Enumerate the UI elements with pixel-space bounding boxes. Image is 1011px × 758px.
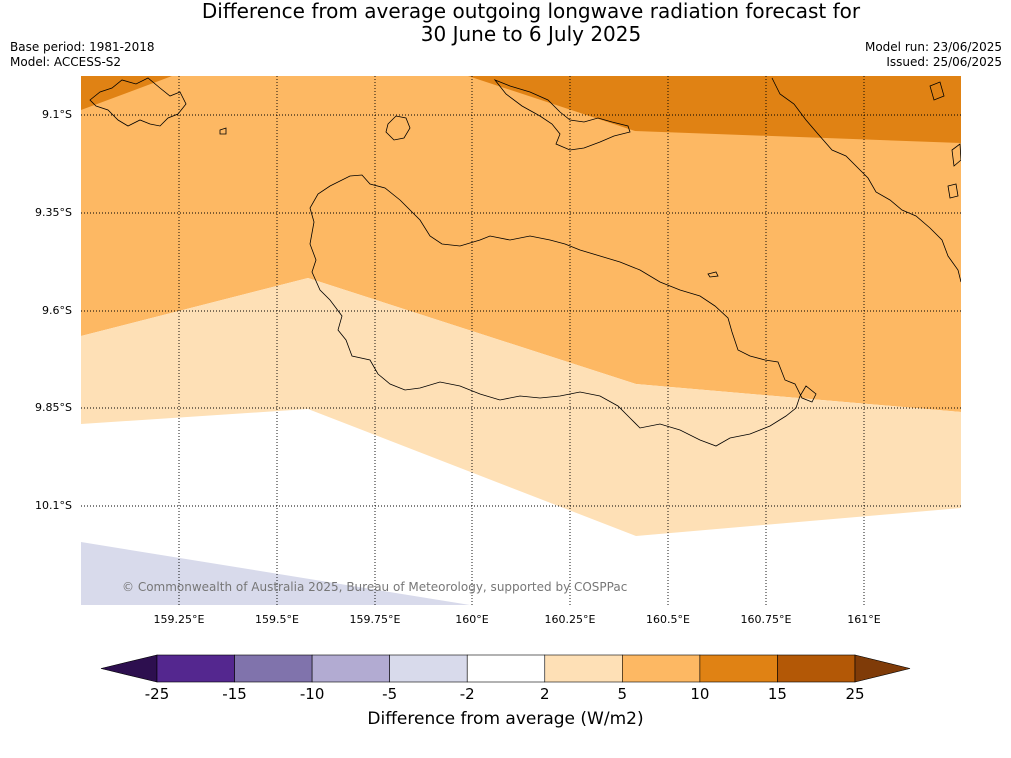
colorbar-tick-label: 15 bbox=[767, 685, 787, 703]
colorbar-segment bbox=[311, 654, 390, 683]
colorbar-tick-label: -5 bbox=[382, 685, 398, 703]
lon-label-4: 160°E bbox=[455, 613, 489, 626]
coastline-islet-b bbox=[219, 127, 227, 135]
lon-label-2: 159.5°E bbox=[255, 613, 299, 626]
copyright-credit: © Commonwealth of Australia 2025, Bureau… bbox=[122, 580, 628, 594]
map-title: Difference from average outgoing longwav… bbox=[0, 0, 1011, 46]
coastline-islet-a bbox=[385, 115, 411, 141]
colorbar-tick-label: 2 bbox=[539, 685, 550, 703]
colorbar-tick-label: 25 bbox=[845, 685, 865, 703]
colorbar-segment bbox=[234, 654, 313, 683]
colorbar-segment bbox=[622, 654, 701, 683]
colorbar-extend-high bbox=[854, 654, 911, 683]
title-line-2: 30 June to 6 July 2025 bbox=[420, 22, 642, 46]
colorbar-segment bbox=[389, 654, 468, 683]
meta-left: Base period: 1981-2018 Model: ACCESS-S2 bbox=[10, 40, 155, 70]
lat-label-3: 9.6°S bbox=[42, 304, 72, 317]
colorbar-segment bbox=[544, 654, 623, 683]
colorbar-tick-label: -25 bbox=[144, 685, 170, 703]
model-run: Model run: 23/06/2025 bbox=[864, 40, 1002, 54]
colorbar-segment bbox=[156, 654, 235, 683]
colorbar-tick-label: -10 bbox=[299, 685, 325, 703]
gridlines bbox=[81, 76, 961, 605]
lat-label-1: 9.1°S bbox=[42, 108, 72, 121]
band-2-5 bbox=[81, 278, 961, 536]
coastline-east-fragment bbox=[929, 81, 961, 199]
coastline-main-island bbox=[309, 174, 817, 447]
colorbar-tick-label: -2 bbox=[459, 685, 475, 703]
meta-right: Model run: 23/06/2025 Issued: 25/06/2025 bbox=[865, 40, 1002, 70]
lat-label-5: 10.1°S bbox=[35, 499, 72, 512]
coastline-islet-c bbox=[707, 271, 719, 278]
colorbar-segment bbox=[699, 654, 778, 683]
title-line-1: Difference from average outgoing longwav… bbox=[201, 0, 861, 23]
lon-label-1: 159.25°E bbox=[153, 613, 205, 626]
coastline-north-east bbox=[771, 77, 961, 283]
lat-label-2: 9.35°S bbox=[35, 206, 72, 219]
colorbar-label: Difference from average (W/m2) bbox=[367, 709, 644, 729]
map-area bbox=[81, 76, 961, 605]
issued-date: Issued: 25/06/2025 bbox=[886, 55, 1002, 69]
band-neg5-neg2 bbox=[81, 542, 470, 605]
colorbar-extend-low bbox=[100, 654, 158, 683]
colorbar-tick-label: -15 bbox=[222, 685, 247, 703]
colorbar-segment bbox=[466, 654, 546, 683]
lon-label-8: 161°E bbox=[847, 613, 881, 626]
lon-label-3: 159.75°E bbox=[349, 613, 401, 626]
band-10-15-corner bbox=[81, 76, 172, 110]
band-5-10 bbox=[81, 76, 961, 412]
coastline-north-west bbox=[89, 77, 187, 127]
lon-label-7: 160.75°E bbox=[740, 613, 792, 626]
lat-label-4: 9.85°S bbox=[35, 401, 72, 414]
lon-label-6: 160.5°E bbox=[646, 613, 690, 626]
coastlines bbox=[89, 77, 961, 447]
colorbar-tick-label: 5 bbox=[617, 685, 628, 703]
coastline-north-central bbox=[493, 79, 631, 151]
model-name: Model: ACCESS-S2 bbox=[10, 55, 122, 69]
base-period: Base period: 1981-2018 bbox=[10, 40, 155, 54]
colorbar bbox=[100, 654, 911, 683]
lon-label-5: 160.25°E bbox=[544, 613, 596, 626]
colorbar-segment bbox=[777, 654, 856, 683]
colorbar-tick-label: 10 bbox=[690, 685, 710, 703]
band-10-15-top bbox=[468, 76, 961, 143]
